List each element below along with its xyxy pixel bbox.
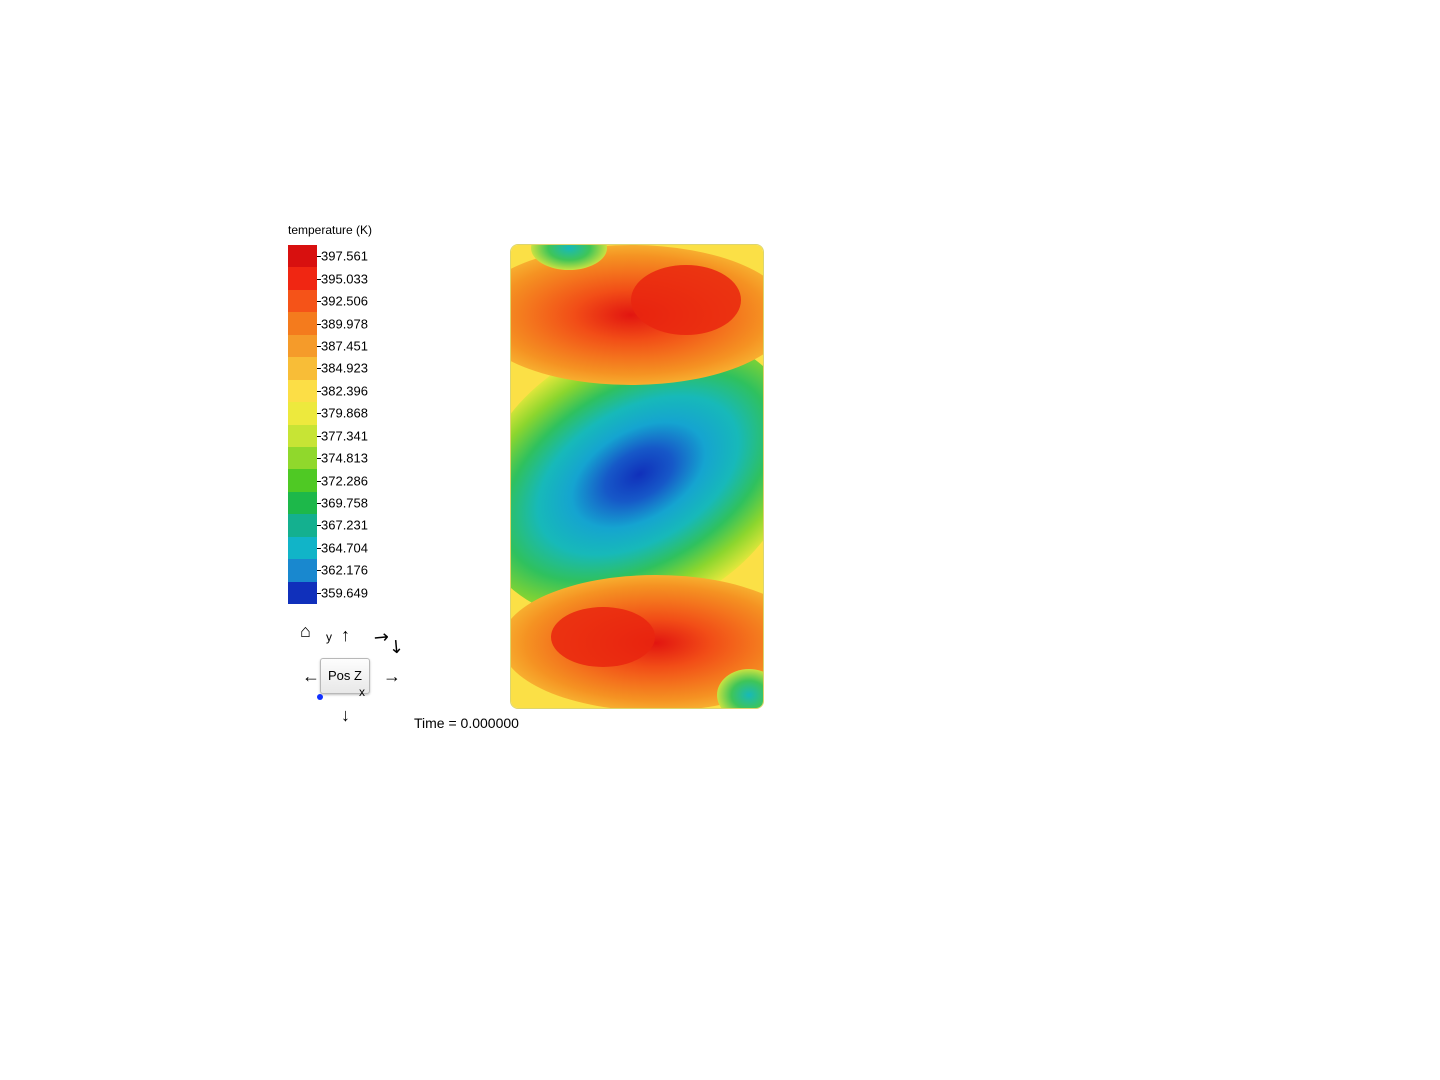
colorbar	[288, 245, 317, 604]
colorbar-tick-label: 395.033	[321, 271, 368, 286]
axis-y-label: y	[326, 630, 332, 644]
colorbar-tick-label: 389.978	[321, 316, 368, 331]
time-value: 0.000000	[461, 715, 519, 731]
arrow-right-icon[interactable]: →	[383, 667, 401, 685]
temperature-contour-plot[interactable]	[510, 244, 764, 709]
time-prefix: Time =	[414, 715, 461, 731]
colorbar-tick-label: 372.286	[321, 473, 368, 488]
colorbar-tick-label: 359.649	[321, 585, 368, 600]
colorbar-labels: 397.561 395.033 392.506 389.978 387.451 384.9…	[321, 245, 401, 604]
arrow-down-icon[interactable]: ↓	[341, 706, 350, 724]
time-label: Time = 0.000000	[414, 715, 519, 731]
colorbar-tick-label: 384.923	[321, 361, 368, 376]
arrow-up-icon[interactable]: ↑	[341, 626, 350, 644]
colorbar-tick-label: 367.231	[321, 518, 368, 533]
colorbar-tick-label: 369.758	[321, 496, 368, 511]
axis-z-dot-icon	[317, 694, 323, 700]
colorbar-legend: temperature (K) 397.561 395.033 392.506 389…	[288, 223, 401, 604]
colorbar-tick-label: 374.813	[321, 451, 368, 466]
colorbar-tick-label: 387.451	[321, 338, 368, 353]
colorbar-tick-label: 397.561	[321, 249, 368, 264]
home-icon[interactable]: ⌂	[300, 622, 311, 640]
colorbar-tick-label: 382.396	[321, 383, 368, 398]
colorbar-tick-label: 392.506	[321, 294, 368, 309]
colorbar-tick-label: 379.868	[321, 406, 368, 421]
colorbar-tick-label: 362.176	[321, 563, 368, 578]
colorbar-tick-label: 377.341	[321, 428, 368, 443]
axis-x-label: x	[359, 685, 365, 699]
colorbar-tick-label: 364.704	[321, 540, 368, 555]
arrow-left-icon[interactable]: ←	[302, 667, 320, 685]
legend-title: temperature (K)	[288, 223, 401, 237]
